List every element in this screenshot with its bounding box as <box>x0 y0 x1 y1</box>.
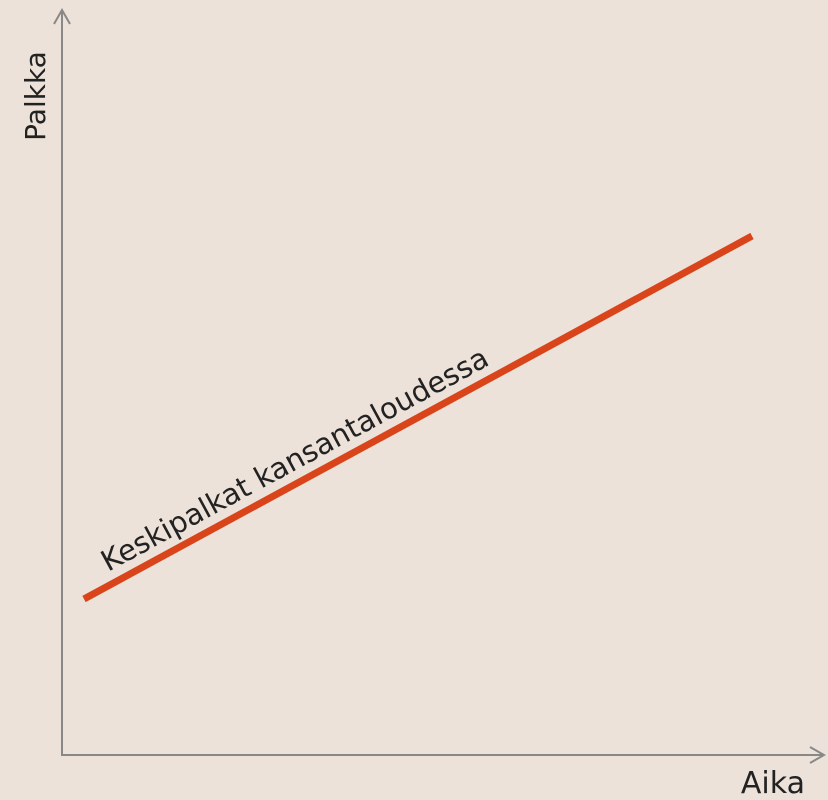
x-axis-label: Aika <box>741 766 805 800</box>
trend-line <box>82 232 754 603</box>
x-axis-arrow <box>809 746 827 764</box>
y-axis-arrow <box>53 7 71 25</box>
y-axis-label: Palkka <box>19 51 52 141</box>
